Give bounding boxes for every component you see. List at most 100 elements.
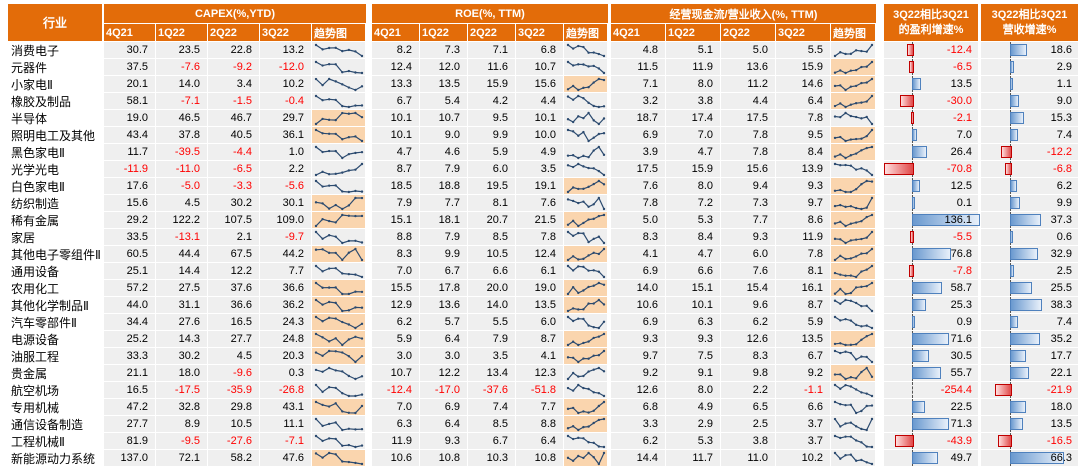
roe-value-2q22: 9.5 <box>468 110 516 127</box>
roe-value-4q21: 15.1 <box>372 212 420 229</box>
profit-growth-cell: 58.7 <box>884 280 978 297</box>
industry-name: 工程机械Ⅱ <box>8 433 102 450</box>
capex-value-2q22: -9.6 <box>208 365 260 382</box>
capex-value-1q22: -9.5 <box>156 433 208 450</box>
profit-growth-bar <box>912 333 949 345</box>
capex-value-4q21: 34.4 <box>104 314 156 331</box>
capex-value-3q22: 29.7 <box>260 110 312 127</box>
ocf-value-2q22: 5.0 <box>721 42 776 59</box>
industry-name: 白色家电Ⅱ <box>8 178 102 195</box>
trend-sparkline-chart <box>566 111 605 125</box>
roe-value-4q21: 18.5 <box>372 178 420 195</box>
trend-sparkline-chart <box>314 230 363 244</box>
capex-value-3q22: 109.0 <box>260 212 312 229</box>
capex-value-2q22: 16.5 <box>208 314 260 331</box>
industry-name: 家居 <box>8 229 102 246</box>
ocf-value-2q22: 7.6 <box>721 263 776 280</box>
revenue-growth-column-header: 3Q22相比3Q21 营收增速% <box>981 4 1078 42</box>
roe-trend-cell <box>564 110 608 127</box>
trend-sparkline-chart <box>833 230 873 244</box>
roe-value-2q22: 8.5 <box>468 416 516 433</box>
revenue-growth-value: 0.6 <box>1056 231 1072 243</box>
capex-value-3q22: 24.3 <box>260 314 312 331</box>
ocf-value-2q22: 2.5 <box>721 416 776 433</box>
roe-value-4q21: 8.3 <box>372 246 420 263</box>
profit-growth-bar <box>912 452 939 464</box>
roe-value-3q22: 6.4 <box>516 433 564 450</box>
roe-value-4q21: 12.9 <box>372 297 420 314</box>
ocf-value-3q22: 5.5 <box>776 42 831 59</box>
ocf-value-4q21: 7.8 <box>611 195 666 212</box>
revenue-growth-bar <box>1010 265 1014 277</box>
capex-trend-cell <box>312 42 366 59</box>
capex-value-2q22: 22.8 <box>208 42 260 59</box>
ocf-trend-cell <box>831 59 876 76</box>
revenue-growth-cell: 18.0 <box>981 399 1078 416</box>
ocf-value-3q22: 9.3 <box>776 178 831 195</box>
profit-growth-value: 13.5 <box>950 78 972 90</box>
capex-trend-cell <box>312 93 366 110</box>
trend-sparkline-chart <box>566 383 605 397</box>
capex-value-1q22: 18.0 <box>156 365 208 382</box>
profit-growth-column-header: 3Q22相比3Q21 的盈利增速% <box>884 4 978 42</box>
capex-value-2q22: 40.5 <box>208 127 260 144</box>
ocf-value-2q22: 7.8 <box>721 144 776 161</box>
roe-trend-cell <box>564 59 608 76</box>
roe-value-1q22: 12.0 <box>420 59 468 76</box>
revenue-growth-value: -6.8 <box>1053 163 1072 175</box>
ocf-subheader-2q22: 2Q22 <box>721 24 776 42</box>
roe-value-1q22: 7.3 <box>420 42 468 59</box>
trend-sparkline-chart <box>314 60 363 74</box>
ocf-section-header: 经营现金流/营业收入(%, TTM) <box>611 4 876 24</box>
industry-name: 通信设备制造 <box>8 416 102 433</box>
capex-value-2q22: 67.5 <box>208 246 260 263</box>
profit-growth-value: 58.7 <box>950 282 972 294</box>
profit-growth-bar <box>912 367 941 379</box>
ocf-subheader-3q22: 3Q22 <box>776 24 831 42</box>
roe-value-2q22: 9.9 <box>468 127 516 144</box>
revenue-growth-value: 7.4 <box>1056 316 1072 328</box>
revenue-growth-cell: 66.3 <box>981 450 1078 467</box>
trend-sparkline-chart <box>833 43 873 57</box>
trend-sparkline-chart <box>566 43 605 57</box>
ocf-value-3q22: 13.9 <box>776 161 831 178</box>
roe-value-2q22: 6.0 <box>468 161 516 178</box>
revenue-growth-value: 38.3 <box>1050 299 1072 311</box>
capex-value-4q21: 15.6 <box>104 195 156 212</box>
roe-value-2q22: 13.4 <box>468 365 516 382</box>
revenue-growth-cell: -21.9 <box>981 382 1078 399</box>
ocf-value-1q22: 5.3 <box>666 212 721 229</box>
profit-growth-cell: -70.8 <box>884 161 978 178</box>
roe-value-1q22: 9.3 <box>420 433 468 450</box>
capex-trend-cell <box>312 433 366 450</box>
industry-name: 油服工程 <box>8 348 102 365</box>
trend-sparkline-chart <box>566 162 605 176</box>
ocf-value-3q22: 8.7 <box>776 297 831 314</box>
revenue-growth-value: 18.6 <box>1050 44 1072 56</box>
ocf-value-4q21: 3.2 <box>611 93 666 110</box>
roe-value-3q22: 10.1 <box>516 110 564 127</box>
industry-name: 其他化学制品Ⅱ <box>8 297 102 314</box>
profit-growth-cell: 7.0 <box>884 127 978 144</box>
roe-value-3q22: 12.3 <box>516 365 564 382</box>
capex-value-3q22: 43.1 <box>260 399 312 416</box>
capex-value-2q22: -27.6 <box>208 433 260 450</box>
capex-value-3q22: 11.1 <box>260 416 312 433</box>
industry-name: 其他电子零组件Ⅱ <box>8 246 102 263</box>
capex-value-3q22: -26.8 <box>260 382 312 399</box>
ocf-value-3q22: 8.6 <box>776 212 831 229</box>
ocf-value-2q22: 13.6 <box>721 59 776 76</box>
ocf-value-3q22: 14.6 <box>776 76 831 93</box>
profit-growth-cell: 71.3 <box>884 416 978 433</box>
trend-sparkline-chart <box>314 162 363 176</box>
ocf-value-2q22: 3.8 <box>721 433 776 450</box>
profit-growth-value: -254.4 <box>940 384 972 396</box>
capex-trend-cell <box>312 246 366 263</box>
profit-growth-header-line1: 3Q22相比3Q21 <box>893 8 969 21</box>
trend-sparkline-chart <box>566 128 605 142</box>
ocf-value-2q22: 4.4 <box>721 93 776 110</box>
capex-subheader-1q22: 1Q22 <box>156 24 208 42</box>
capex-value-1q22: 32.8 <box>156 399 208 416</box>
ocf-value-1q22: 6.3 <box>666 314 721 331</box>
profit-growth-value: 26.4 <box>950 146 972 158</box>
